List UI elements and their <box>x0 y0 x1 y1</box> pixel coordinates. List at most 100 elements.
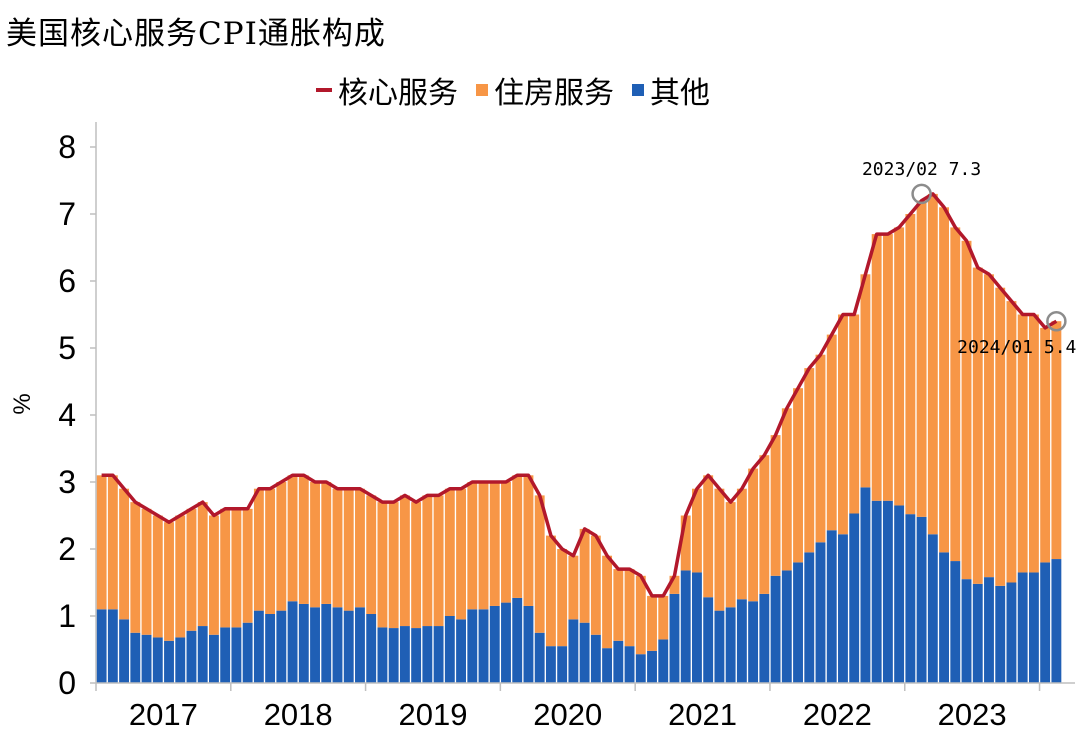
bar-other <box>961 579 972 683</box>
bar-other <box>152 637 163 683</box>
bar-housing <box>984 274 994 578</box>
bar-other <box>680 570 691 683</box>
bar-housing <box>332 488 343 608</box>
bar-housing <box>478 482 489 610</box>
bar-other <box>793 562 803 683</box>
bar-other <box>197 626 208 683</box>
bar-other <box>882 500 893 683</box>
bar-housing <box>467 482 478 610</box>
bar-housing <box>512 475 523 598</box>
bar-other <box>579 622 590 683</box>
bar-other <box>1040 562 1051 683</box>
bar-housing <box>399 495 410 627</box>
bar-other <box>804 552 815 683</box>
bar-housing <box>265 488 276 614</box>
bar-other <box>1028 572 1039 683</box>
bar-housing <box>545 535 556 647</box>
chart-title: 美国核心服务CPI通胀构成 <box>6 16 386 52</box>
bar-housing <box>804 368 815 553</box>
bar-other <box>815 542 826 683</box>
bar-housing <box>411 502 422 629</box>
bar-other <box>265 613 276 683</box>
bar-other <box>838 534 848 683</box>
bar-housing <box>1028 314 1039 573</box>
bar-other <box>658 639 669 683</box>
bar-other <box>119 619 130 683</box>
bar-housing <box>703 475 714 598</box>
x-tick-label: 2018 <box>264 697 333 731</box>
bar-other <box>602 648 613 683</box>
bar-housing <box>130 502 141 633</box>
bar-housing <box>186 508 197 631</box>
bar-other <box>96 609 107 683</box>
bar-housing <box>579 528 590 623</box>
bar-housing <box>1051 321 1062 560</box>
bar-other <box>467 609 478 683</box>
bar-housing <box>355 488 365 608</box>
y-tick-label: 3 <box>58 464 76 500</box>
bar-housing <box>310 482 320 608</box>
bar-other <box>568 619 579 683</box>
bar-other <box>478 609 489 683</box>
bar-housing <box>658 595 669 640</box>
bar-other <box>489 605 500 683</box>
bar-other <box>377 627 388 683</box>
line-core-services <box>101 192 1058 598</box>
bar-other <box>669 593 680 683</box>
bar-other <box>860 487 871 683</box>
bar-housing <box>624 569 635 647</box>
bar-housing <box>647 595 657 651</box>
bar-housing <box>1040 327 1051 563</box>
bar-housing <box>523 475 534 606</box>
bar-housing <box>725 502 736 608</box>
bar-housing <box>253 488 264 611</box>
bar-other <box>512 597 523 683</box>
x-tick-label: 2019 <box>398 697 467 731</box>
legend-label-housing-services: 住房服务 <box>494 76 614 111</box>
bar-housing <box>613 569 624 641</box>
y-tick-label: 0 <box>58 665 76 701</box>
bar-housing <box>871 234 882 501</box>
bar-other <box>164 640 174 683</box>
bar-other <box>208 634 219 683</box>
bar-housing <box>860 274 871 488</box>
bar-other <box>456 619 467 683</box>
bar-housing <box>119 488 130 620</box>
bar-housing <box>321 482 332 604</box>
bar-other <box>276 610 287 683</box>
bar-other <box>422 626 433 683</box>
legend-swatch-core-services <box>316 88 332 92</box>
bar-housing <box>489 482 500 606</box>
x-tick-label: 2020 <box>533 697 602 731</box>
bar-housing <box>343 488 354 611</box>
bar-other <box>501 602 511 683</box>
bar-other <box>770 575 781 683</box>
bar-housing <box>501 482 511 603</box>
bar-other <box>995 585 1006 683</box>
bar-other <box>635 654 646 683</box>
legend-item-other: 其他 <box>632 68 710 112</box>
bar-other <box>647 650 657 683</box>
bar-housing <box>882 234 893 501</box>
bar-other <box>613 640 624 683</box>
bar-housing <box>298 475 309 604</box>
bar-other <box>534 632 545 683</box>
bar-other <box>242 622 253 683</box>
bar-housing <box>849 314 860 514</box>
bar-housing <box>691 488 702 573</box>
bar-other <box>759 593 770 683</box>
bar-housing <box>1006 301 1017 583</box>
annotation-marker <box>1046 310 1067 332</box>
bar-housing <box>602 555 613 649</box>
bar-other <box>714 610 725 683</box>
legend-swatch-housing-services <box>476 84 488 96</box>
annotation-label: 2024/01 5.4 <box>957 337 1076 358</box>
bar-housing <box>950 227 961 562</box>
y-axis-label: % <box>9 393 36 414</box>
bar-other <box>231 627 242 683</box>
x-tick-label: 2017 <box>129 697 198 731</box>
legend-swatch-other <box>632 84 644 96</box>
bar-housing <box>838 314 848 535</box>
bar-other <box>355 607 365 683</box>
bar-other <box>545 646 556 683</box>
